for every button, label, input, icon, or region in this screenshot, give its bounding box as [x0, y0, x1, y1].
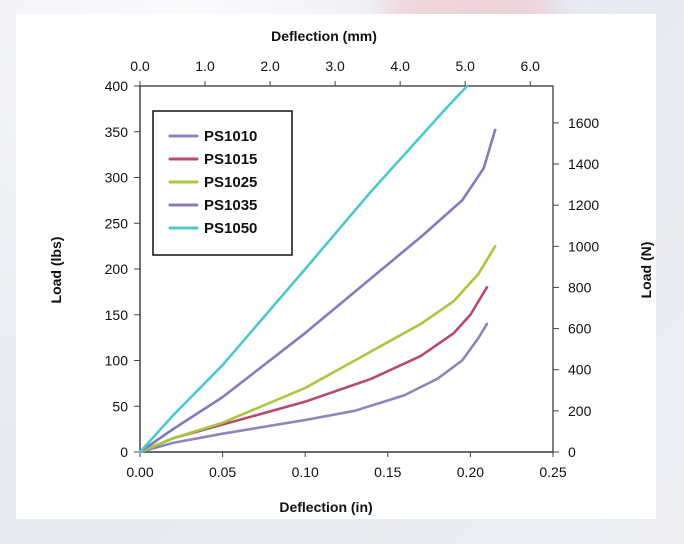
- bottom-axis-tick-label-5: 0.25: [539, 464, 566, 480]
- left-axis-tick-label-5: 250: [105, 215, 129, 231]
- top-axis-tick-label-2: 2.0: [260, 58, 280, 74]
- right-axis-tick-label-1: 200: [568, 403, 592, 419]
- series-point-ps1050-5: [420, 135, 422, 137]
- right-axis-tick-label-4: 800: [568, 279, 592, 295]
- legend-label-ps1050: PS1050: [204, 220, 257, 237]
- series-point-ps1035-4: [370, 277, 372, 279]
- top-axis-tick-label-1: 1.0: [195, 58, 215, 74]
- series-point-ps1025-7: [478, 273, 480, 275]
- left-axis-tick-label-3: 150: [105, 307, 129, 323]
- bottom-axis-tick-label-0: 0.00: [126, 464, 153, 480]
- series-point-ps1015-8: [486, 286, 488, 288]
- series-point-ps1035-5: [420, 236, 422, 238]
- top-axis-tick-label-5: 5.0: [455, 58, 475, 74]
- series-point-ps1050-3: [304, 268, 306, 270]
- left-axis-title: Load (lbs): [48, 237, 64, 304]
- left-axis-tick-label-7: 350: [105, 124, 129, 140]
- series-point-ps1015-4: [370, 378, 372, 380]
- series-point-ps1010-8: [478, 337, 480, 339]
- top-axis-title: Deflection (mm): [271, 28, 377, 44]
- series-point-ps1025-6: [453, 300, 455, 302]
- left-axis-tick-label-1: 50: [112, 398, 128, 414]
- right-axis-tick-label-7: 1400: [568, 156, 599, 172]
- bottom-axis-tick-label-4: 0.20: [457, 464, 484, 480]
- left-axis-tick-label-0: 0: [120, 444, 128, 460]
- top-axis-tick-label-3: 3.0: [325, 58, 345, 74]
- legend-label-ps1015: PS1015: [204, 151, 257, 168]
- series-point-ps1025-8: [494, 245, 496, 247]
- bottom-axis-tick-label-2: 0.10: [292, 464, 319, 480]
- series-point-ps1050-2: [222, 364, 224, 366]
- series-point-ps1010-6: [436, 378, 438, 380]
- tick-layer: 0.00 0.05 0.10 0.15 0.20 0.25 0.0 1.0 2.0 3.0 4.0 5…: [105, 58, 600, 480]
- series-point-ps1010-5: [403, 394, 405, 396]
- series-line-ps1010: [138, 322, 489, 454]
- series-point-ps1015-3: [304, 401, 306, 403]
- top-axis-tick-label-0: 0.0: [130, 58, 150, 74]
- bottom-axis-tick-label-3: 0.15: [374, 464, 401, 480]
- series-point-ps1025-4: [370, 350, 372, 352]
- left-axis-tick-label-6: 300: [105, 170, 129, 186]
- right-axis-tick-label-0: 0: [568, 444, 576, 460]
- plot-area: 0.00 0.05 0.10 0.15 0.20 0.25 0.0 1.0 2.0 3.0 4.0 5…: [105, 58, 600, 480]
- series-point-ps1050-1: [172, 415, 174, 417]
- series-point-ps1025-2: [222, 422, 224, 424]
- series-point-ps1050-6: [445, 108, 447, 110]
- series-line-ps1025: [138, 244, 497, 454]
- series-point-ps1010-9: [486, 323, 488, 325]
- series-point-ps1015-6: [453, 332, 455, 334]
- series-point-ps1035-8: [494, 129, 496, 131]
- right-axis-tick-label-3: 600: [568, 321, 592, 337]
- series-point-ps1010-7: [461, 360, 463, 362]
- right-axis-tick-label-8: 1600: [568, 115, 599, 131]
- top-axis-tick-label-6: 6.0: [521, 58, 541, 74]
- series-point-ps1035-7: [483, 167, 485, 169]
- legend-label-ps1035: PS1035: [204, 197, 257, 214]
- series-point-ps1025-1: [172, 437, 174, 439]
- bottom-axis-title: Deflection (in): [279, 499, 372, 515]
- series-point-ps1050-7: [466, 85, 468, 87]
- left-axis-tick-label-4: 200: [105, 261, 129, 277]
- series-point-ps1010-2: [222, 433, 224, 435]
- left-axis-tick-label-8: 400: [105, 78, 129, 94]
- series-point-ps1035-6: [461, 199, 463, 201]
- right-axis-tick-label-6: 1200: [568, 197, 599, 213]
- series-point-ps1010-4: [354, 410, 356, 412]
- series-point-ps1025-3: [304, 387, 306, 389]
- left-axis-tick-label-2: 100: [105, 353, 129, 369]
- series-point-ps1050-4: [370, 190, 372, 192]
- legend-label-ps1025: PS1025: [204, 174, 257, 191]
- series-point-ps1035-3: [304, 332, 306, 334]
- series-point-ps1015-5: [420, 355, 422, 357]
- bottom-axis-tick-label-1: 0.05: [209, 464, 236, 480]
- right-axis-title: Load (N): [638, 242, 654, 299]
- series-layer: [138, 84, 497, 454]
- series-line-ps1035: [138, 128, 497, 454]
- series-line-ps1050: [138, 84, 469, 454]
- top-axis-tick-label-4: 4.0: [390, 58, 410, 74]
- legend: PS1010 PS1015 PS1025 PS1035 PS1050: [152, 110, 293, 256]
- series-point-ps1010-1: [172, 442, 174, 444]
- series-point-ps1025-5: [420, 323, 422, 325]
- series-point-ps1035-2: [222, 396, 224, 398]
- right-axis-tick-label-2: 400: [568, 362, 592, 378]
- series-point-ps1015-7: [470, 314, 472, 316]
- series-point-ps1010-3: [304, 419, 306, 421]
- series-point-ps1050-0: [139, 451, 141, 453]
- legend-label-ps1010: PS1010: [204, 128, 257, 145]
- series-point-ps1035-1: [172, 428, 174, 430]
- right-axis-tick-label-5: 1000: [568, 238, 599, 254]
